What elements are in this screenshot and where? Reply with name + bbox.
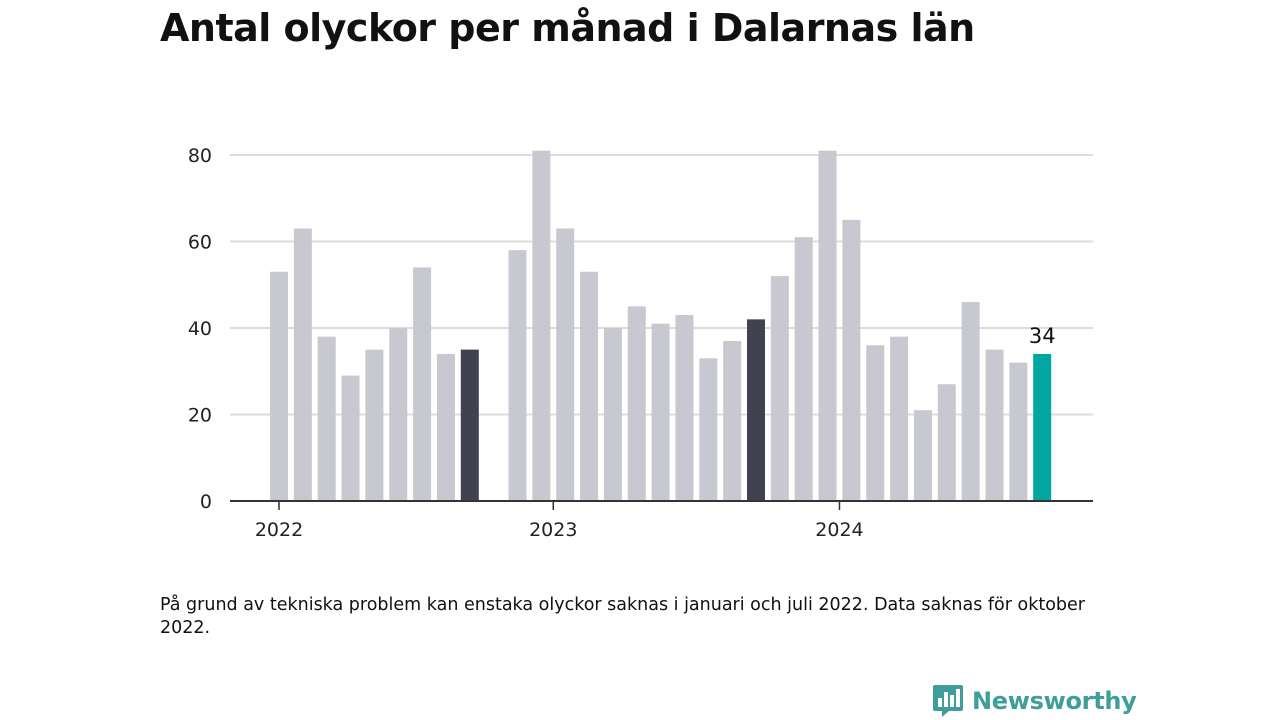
bar-2022-04 [341, 375, 360, 501]
bar-2022-09 [460, 349, 479, 501]
bar-2023-10 [770, 276, 789, 501]
x-tick-label-2022: 2022 [255, 519, 303, 541]
bar-2024-07 [985, 349, 1004, 501]
bar-2024-01 [842, 219, 861, 501]
bar-2022-01 [270, 271, 288, 501]
y-axis: 0 20 40 60 80 [188, 145, 212, 513]
bar-2024-08 [1009, 362, 1028, 501]
bar-2023-04 [627, 306, 646, 501]
brand-logo: Newsworthy [932, 684, 1137, 718]
y-tick-label: 40 [188, 318, 212, 340]
bar-2023-03 [603, 328, 622, 501]
y-tick-label: 80 [188, 145, 212, 167]
value-labels: 34 [1029, 324, 1056, 348]
bar-2024-03 [890, 336, 909, 501]
bar-2024-09 [1033, 353, 1052, 501]
bar-2023-12 [818, 150, 837, 502]
brand-name: Newsworthy [972, 687, 1137, 715]
bar-2022-03 [317, 336, 336, 501]
bar-2023-02 [580, 271, 599, 501]
y-tick-label: 0 [200, 491, 212, 513]
x-tick-label-2024: 2024 [815, 519, 863, 541]
bar-2023-05 [651, 323, 670, 501]
bar-2022-05 [365, 349, 384, 501]
bar-2023-06 [675, 315, 694, 501]
bar-2023-07 [699, 358, 718, 501]
chart-title: Antal olyckor per månad i Dalarnas län [160, 6, 975, 50]
bar-2023-11 [794, 237, 813, 502]
bar-2022-02 [293, 228, 312, 501]
footnote: På grund av tekniska problem kan enstaka… [160, 595, 1085, 638]
bar-2024-06 [961, 302, 980, 501]
bar-2022-12 [532, 150, 551, 502]
newsworthy-logo-icon [933, 685, 963, 717]
x-tick-label-2023: 2023 [529, 519, 577, 541]
y-tick-label: 20 [188, 405, 212, 427]
bar-2024-04 [913, 410, 932, 501]
bar-2023-01 [556, 228, 575, 501]
bars [270, 150, 1052, 502]
bar-2024-05 [937, 384, 956, 501]
x-axis: 2022 2023 2024 [230, 500, 1093, 541]
bar-2023-08 [723, 340, 742, 501]
y-tick-label: 60 [188, 232, 212, 254]
bar-2022-08 [436, 353, 455, 501]
bar-2024-02 [866, 345, 885, 501]
bar-2023-09 [747, 319, 765, 501]
bar-2022-07 [413, 267, 432, 501]
bar-2022-06 [389, 328, 408, 501]
value-label-2024-09: 34 [1029, 324, 1056, 348]
bar-2022-11 [508, 250, 527, 501]
